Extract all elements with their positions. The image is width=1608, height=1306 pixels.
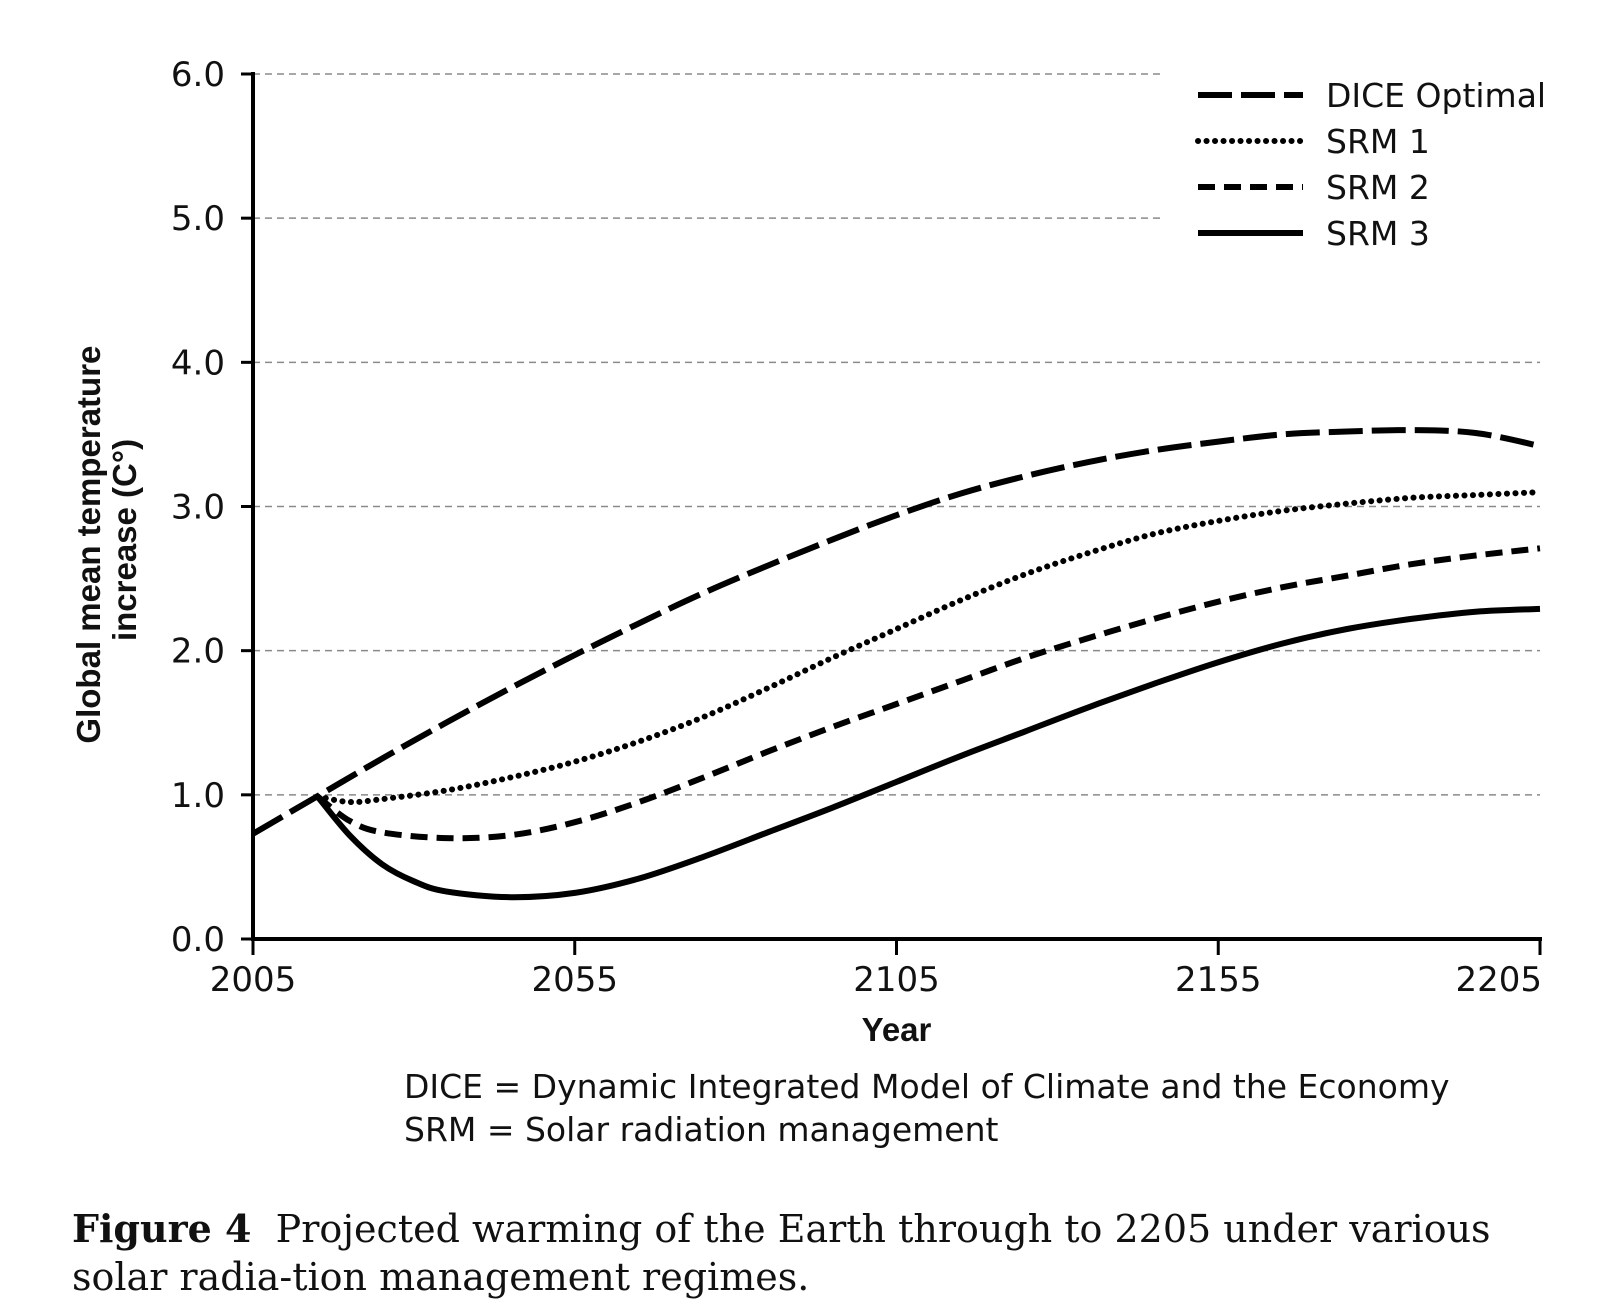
y-tick-label: 5.0 — [171, 199, 225, 239]
figure-caption: Figure 4 Projected warming of the Earth … — [72, 1205, 1562, 1301]
srm-1-line — [314, 489, 1543, 806]
x-tick-label: 2055 — [531, 960, 618, 1000]
srm-2-line — [315, 545, 1541, 842]
legend-item-srm-1: SRM 1 — [1195, 122, 1430, 161]
x-axis-title: Year — [862, 1011, 932, 1048]
legend-label: SRM 1 — [1326, 122, 1430, 161]
legend-item-dice-optimal: DICE Optimal — [1198, 76, 1546, 115]
abbreviation-notes: DICE = Dynamic Integrated Model of Clima… — [404, 1065, 1450, 1151]
x-tick-label: 2155 — [1175, 960, 1262, 1000]
figure-caption-text: Projected warming of the Earth through t… — [72, 1207, 1491, 1299]
note-dice: DICE = Dynamic Integrated Model of Clima… — [404, 1067, 1450, 1106]
y-axis-title: Global mean temperature increase (C°) — [70, 336, 143, 743]
legend-item-srm-2: SRM 2 — [1198, 168, 1430, 207]
x-tick-label: 2105 — [853, 960, 940, 1000]
x-axis-ticks: 2005 2055 2105 2155 2205 — [210, 939, 1542, 1000]
note-srm: SRM = Solar radiation management — [404, 1110, 999, 1149]
legend: DICE Optimal SRM 1 SRM 2 SRM 3 — [1195, 76, 1546, 253]
y-axis-title-line-2: increase (C°) — [106, 439, 143, 641]
y-tick-label: 3.0 — [171, 488, 225, 528]
y-axis-ticks: 0.0 1.0 2.0 3.0 4.0 5.0 6.0 — [171, 55, 253, 960]
y-tick-label: 4.0 — [171, 343, 225, 383]
legend-label: DICE Optimal — [1326, 76, 1546, 115]
y-tick-label: 2.0 — [171, 632, 225, 672]
line-chart: 0.0 1.0 2.0 3.0 4.0 5.0 6.0 2005 2055 2105 2155 22… — [70, 55, 1546, 1048]
dice-optimal-line — [251, 427, 1541, 837]
data-series — [251, 427, 1543, 901]
legend-label: SRM 3 — [1326, 214, 1430, 253]
legend-item-srm-3: SRM 3 — [1198, 214, 1430, 253]
y-tick-label: 0.0 — [171, 920, 225, 960]
figure-label: Figure 4 — [72, 1206, 252, 1251]
x-tick-label: 2205 — [1455, 960, 1542, 1000]
srm-3-line — [315, 605, 1541, 901]
legend-label: SRM 2 — [1326, 168, 1430, 207]
y-tick-label: 6.0 — [171, 55, 225, 95]
x-tick-label: 2005 — [210, 960, 297, 1000]
y-axis-title-line-1: Global mean temperature — [70, 346, 107, 744]
y-tick-label: 1.0 — [171, 776, 225, 816]
grid-lines — [253, 73, 1540, 796]
